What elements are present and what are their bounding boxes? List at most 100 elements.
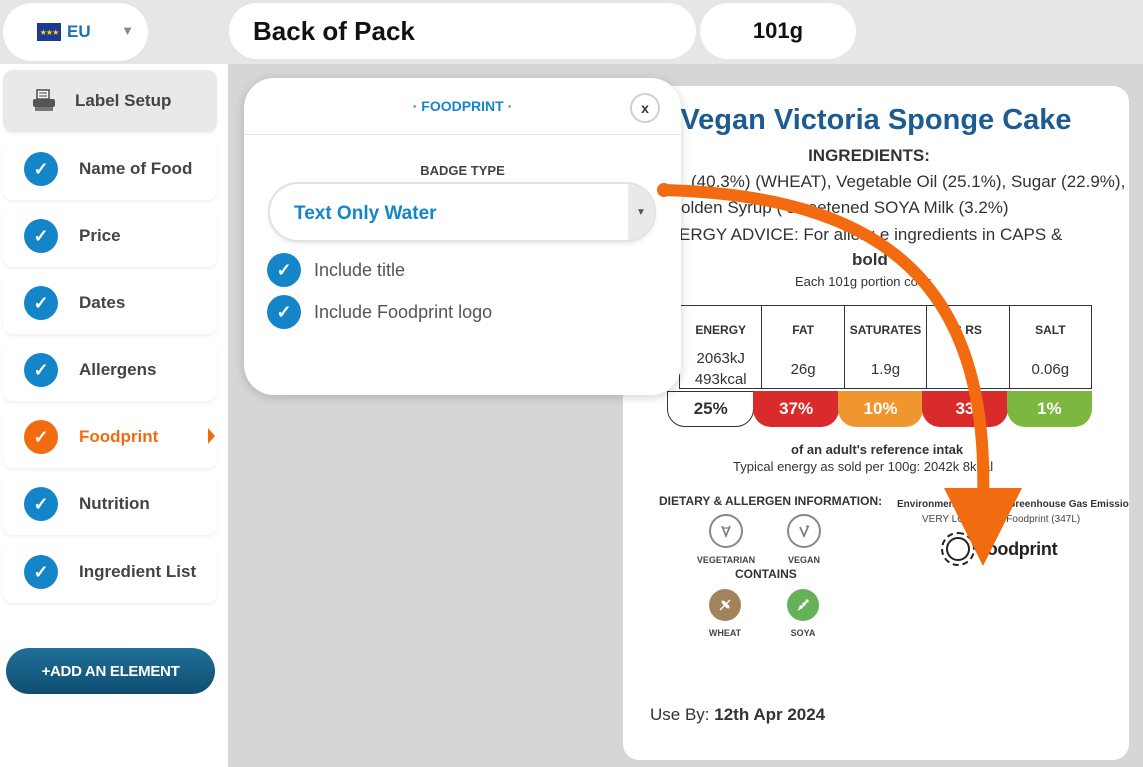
allergen-label: WHEAT xyxy=(708,628,742,638)
region-select[interactable]: ★★★ EU ▼ xyxy=(3,3,148,61)
ri-percent-sugars: 33 xyxy=(922,391,1008,427)
nutrient-value-kcal: 493kcal xyxy=(694,371,747,388)
nutrition-cell-saturates: SATURATES 1.9g xyxy=(843,305,927,389)
check-icon: ✓ xyxy=(24,219,58,253)
eu-flag-icon: ★★★ xyxy=(37,23,61,41)
sidebar: Label Setup ✓ Name of Food ✓ Price ✓ Dat… xyxy=(0,64,228,767)
sidebar-item-label-setup[interactable]: Label Setup xyxy=(3,70,217,132)
foodprint-settings-popup: · FOODPRINT · x BADGE TYPE Text Only Wat… xyxy=(244,78,681,395)
check-icon: ✓ xyxy=(24,555,58,589)
sidebar-item-allergens[interactable]: ✓ Allergens xyxy=(3,339,217,401)
check-icon: ✓ xyxy=(24,152,58,186)
badge-type-value: Text Only Water xyxy=(294,203,437,224)
nutrient-name: SATURATES xyxy=(849,323,922,337)
sidebar-item-name-of-food[interactable]: ✓ Name of Food xyxy=(3,138,217,200)
sidebar-item-nutrition[interactable]: ✓ Nutrition xyxy=(3,473,217,535)
check-icon: ✓ xyxy=(24,420,58,454)
nutrition-cell-energy: ENERGY 2063kJ 493kcal xyxy=(679,305,762,390)
foodprint-logo-text: foodprint xyxy=(981,538,1058,559)
add-element-button[interactable]: +ADD AN ELEMENT xyxy=(6,648,215,694)
globe-icon xyxy=(941,532,975,566)
dietary-label: VEGETARIAN xyxy=(696,555,756,565)
include-title-label: Include title xyxy=(314,259,406,280)
nutrition-cell-salt: SALT 0.06g xyxy=(1008,305,1093,389)
chevron-down-icon: ▼ xyxy=(628,184,654,240)
close-button[interactable]: x xyxy=(630,93,660,123)
soya-icon xyxy=(787,589,819,621)
checkbox-checked-icon[interactable]: ✓ xyxy=(267,295,301,329)
nutrient-name: SALT xyxy=(1035,323,1066,337)
use-by-value: 12th Apr 2024 xyxy=(714,705,826,724)
sidebar-item-label: Label Setup xyxy=(75,91,172,110)
nutrient-value: 0.06g xyxy=(1031,361,1070,378)
use-by-date[interactable]: Use By: 12th Apr 2024 xyxy=(650,705,825,725)
nutrient-value: 2063kJ 493kcal xyxy=(680,348,761,390)
sidebar-item-label: Dates xyxy=(79,293,126,312)
sidebar-item-ingredient-list[interactable]: ✓ Ingredient List xyxy=(3,541,217,603)
ri-percent-salt: 1% xyxy=(1006,391,1093,427)
label-printer-icon xyxy=(31,88,57,114)
nutrition-cell-fat: FAT 26g xyxy=(761,305,844,389)
sidebar-item-label: Allergens xyxy=(79,360,157,379)
dietary-label: VEGAN xyxy=(787,555,820,565)
badge-type-select[interactable]: Text Only Water ▼ xyxy=(268,182,656,242)
sidebar-item-label: Ingredient List xyxy=(79,562,197,581)
portion-text: Each 101g portion co s: xyxy=(795,274,932,289)
checkbox-checked-icon[interactable]: ✓ xyxy=(267,253,301,287)
dietary-title: DIETARY & ALLERGEN INFORMATION: xyxy=(659,494,883,508)
check-icon: ✓ xyxy=(24,487,58,521)
popup-title: · FOODPRINT · xyxy=(412,98,513,114)
nutrient-value: 1.9g xyxy=(870,361,901,378)
include-logo-label: Include Foodprint logo xyxy=(314,301,493,322)
ri-percent-saturates: 10% xyxy=(837,391,924,427)
vegan-icon xyxy=(787,514,821,548)
chevron-down-icon: ▼ xyxy=(121,23,134,38)
top-bar: ★★★ EU ▼ Back of Pack 101g xyxy=(0,0,1143,64)
environmental-impact-title: Environmental Impact: Greenhouse Gas Emi… xyxy=(897,499,1129,510)
reference-intake-text: of an adult's reference intak xyxy=(791,442,964,457)
ri-percent-fat: 37% xyxy=(753,391,839,427)
wheat-icon xyxy=(709,589,741,621)
badge-type-label: BADGE TYPE xyxy=(420,163,505,178)
foodprint-logo: foodprint xyxy=(941,532,1058,566)
use-by-label: Use By: xyxy=(650,705,710,724)
check-icon: ✓ xyxy=(24,286,58,320)
popup-header: · FOODPRINT · x xyxy=(244,78,681,135)
contains-title: CONTAINS xyxy=(735,567,797,581)
check-icon: ✓ xyxy=(24,353,58,387)
sidebar-item-label: Price xyxy=(79,226,121,245)
nutrient-name: FAT xyxy=(792,323,814,337)
region-code: EU xyxy=(67,22,91,41)
sidebar-item-price[interactable]: ✓ Price xyxy=(3,205,217,267)
nutrient-value: 3 xyxy=(963,361,973,378)
active-arrow-icon xyxy=(208,428,215,444)
ingredients-line: olden Syrup ( sweetened SOYA Milk (3.2%) xyxy=(681,198,1009,217)
allergen-label: SOYA xyxy=(790,628,816,638)
nutrient-name: ENERGY xyxy=(695,323,747,337)
typical-energy-text: Typical energy as sold per 100g: 2042k 8… xyxy=(733,459,994,474)
ingredients-line: bold xyxy=(852,250,888,269)
product-name[interactable]: Vegan Victoria Sponge Cake xyxy=(680,104,1072,136)
nutrient-value-kj: 2063kJ xyxy=(696,350,745,367)
reference-intake-row: 25% 37% 10% 33 1% xyxy=(667,391,1093,427)
water-foodprint-value: VERY LOW Water Foodprint (347L) xyxy=(922,514,1081,525)
nutrient-value: 26g xyxy=(790,361,816,378)
ingredients-line: (40.3%) (WHEAT), Vegetable Oil (25.1%), … xyxy=(691,172,1126,191)
nutrition-cell-sugars: S RS 3 xyxy=(926,305,1009,389)
ingredients-title: INGREDIENTS: xyxy=(808,146,930,165)
ingredients-line: ERGY ADVICE: For allerg e ingredients in… xyxy=(679,225,1063,244)
sidebar-item-label: Name of Food xyxy=(79,159,193,178)
sidebar-item-label: Foodprint xyxy=(79,427,159,446)
sidebar-item-label: Nutrition xyxy=(79,494,150,513)
nutrition-table: ENERGY 2063kJ 493kcal FAT 26g SATURATES … xyxy=(679,305,1093,390)
sidebar-item-dates[interactable]: ✓ Dates xyxy=(3,272,217,334)
include-logo-option[interactable]: ✓ Include Foodprint logo xyxy=(267,295,492,329)
label-preview: Vegan Victoria Sponge Cake INGREDIENTS: … xyxy=(623,86,1129,760)
sidebar-item-foodprint[interactable]: ✓ Foodprint xyxy=(3,406,217,468)
portion-size-field[interactable]: 101g xyxy=(700,3,856,59)
vegetarian-icon xyxy=(709,514,743,548)
label-name-field[interactable]: Back of Pack xyxy=(229,3,696,59)
include-title-option[interactable]: ✓ Include title xyxy=(267,253,405,287)
ri-percent-energy: 25% xyxy=(667,391,755,427)
nutrient-name: S RS xyxy=(953,323,982,337)
